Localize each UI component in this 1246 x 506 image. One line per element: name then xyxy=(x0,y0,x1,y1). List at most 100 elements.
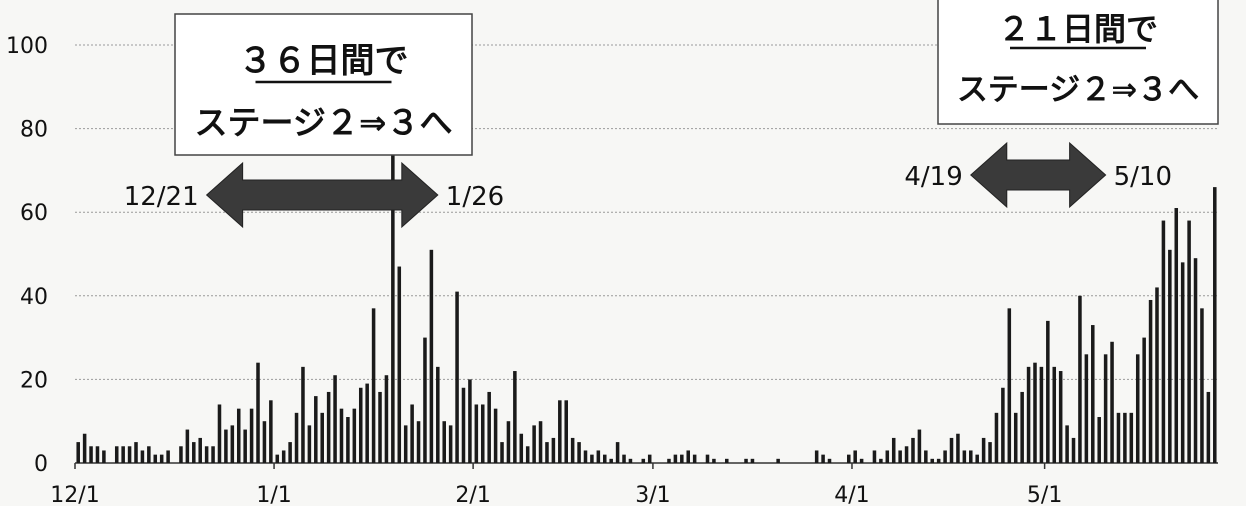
bar-158 xyxy=(1091,325,1095,463)
bar-53 xyxy=(417,421,421,463)
bar-109 xyxy=(776,459,780,463)
bar-31 xyxy=(276,455,280,463)
bar-122 xyxy=(860,459,864,463)
bar-173 xyxy=(1187,221,1191,463)
bar-140 xyxy=(975,455,979,463)
bar-0 xyxy=(76,442,80,463)
bar-101 xyxy=(725,459,729,463)
bar-34 xyxy=(295,413,299,463)
bar-21 xyxy=(211,446,215,463)
bar-171 xyxy=(1174,208,1178,463)
bar-65 xyxy=(494,409,498,463)
bar-162 xyxy=(1117,413,1121,463)
bar-82 xyxy=(603,455,607,463)
bar-135 xyxy=(943,450,947,463)
bar-44 xyxy=(359,388,363,463)
bar-6 xyxy=(115,446,119,463)
bar-17 xyxy=(186,430,190,463)
bar-163 xyxy=(1123,413,1127,463)
bar-104 xyxy=(744,459,748,463)
bar-176 xyxy=(1207,392,1211,463)
bar-68 xyxy=(513,371,517,463)
double-arrow xyxy=(971,143,1106,207)
bar-57 xyxy=(442,421,446,463)
bar-142 xyxy=(988,442,992,463)
bar-170 xyxy=(1168,250,1172,463)
bar-84 xyxy=(616,442,620,463)
bar-145 xyxy=(1008,308,1012,463)
bar-80 xyxy=(590,455,594,463)
bar-117 xyxy=(828,459,832,463)
bar-46 xyxy=(372,308,376,463)
bar-81 xyxy=(597,450,601,463)
y-tick-label-80: 80 xyxy=(20,118,48,143)
bar-32 xyxy=(282,450,286,463)
bar-124 xyxy=(873,450,877,463)
bar-148 xyxy=(1027,367,1031,463)
bar-75 xyxy=(558,400,562,463)
callout-title: ２１日間で xyxy=(998,10,1158,48)
bar-9 xyxy=(134,442,138,463)
bar-160 xyxy=(1104,354,1108,463)
x-tick-label: 2/1 xyxy=(455,483,490,506)
bar-73 xyxy=(545,442,549,463)
bar-172 xyxy=(1181,262,1185,463)
bar-69 xyxy=(520,434,524,463)
bar-161 xyxy=(1110,342,1114,463)
x-tick-label: 5/1 xyxy=(1027,483,1062,506)
bar-134 xyxy=(937,459,941,463)
bar-115 xyxy=(815,450,819,463)
bar-72 xyxy=(539,421,543,463)
bar-61 xyxy=(468,379,472,463)
bar-24 xyxy=(231,425,235,463)
start-date-label: 4/19 xyxy=(904,162,962,192)
bar-129 xyxy=(905,446,909,463)
bar-177 xyxy=(1213,187,1217,463)
bar-25 xyxy=(237,409,241,463)
x-tick-label: 1/1 xyxy=(256,483,291,506)
bar-94 xyxy=(680,455,684,463)
callout-subtitle: ステージ２⇒３へ xyxy=(195,103,453,142)
bar-136 xyxy=(950,438,954,463)
bar-27 xyxy=(250,409,254,463)
bar-10 xyxy=(141,450,145,463)
bar-64 xyxy=(487,392,491,463)
callout-title: ３６日間で xyxy=(239,41,409,81)
bar-125 xyxy=(879,459,883,463)
bar-88 xyxy=(642,459,646,463)
bar-1 xyxy=(83,434,87,463)
bar-121 xyxy=(853,450,857,463)
bar-63 xyxy=(481,404,485,463)
bar-168 xyxy=(1155,287,1159,463)
bar-156 xyxy=(1078,296,1082,463)
bar-98 xyxy=(706,455,710,463)
bar-3 xyxy=(96,446,100,463)
bar-78 xyxy=(577,442,581,463)
bar-14 xyxy=(166,450,170,463)
bar-120 xyxy=(847,455,851,463)
bar-55 xyxy=(430,250,434,463)
bar-166 xyxy=(1142,338,1146,463)
bar-36 xyxy=(308,425,312,463)
bar-43 xyxy=(353,409,357,463)
bar-26 xyxy=(243,430,247,463)
end-date-label: 1/26 xyxy=(446,182,504,212)
bar-138 xyxy=(963,450,967,463)
bar-144 xyxy=(1001,388,1005,463)
bar-130 xyxy=(911,438,915,463)
bar-8 xyxy=(128,446,132,463)
bar-150 xyxy=(1040,367,1044,463)
bar-126 xyxy=(886,450,890,463)
bar-116 xyxy=(821,455,825,463)
double-arrow xyxy=(207,163,438,227)
bar-89 xyxy=(648,455,652,463)
bar-13 xyxy=(160,455,164,463)
y-tick-label-100: 100 xyxy=(6,34,48,59)
x-tick-label: 3/1 xyxy=(635,483,670,506)
bar-139 xyxy=(969,450,973,463)
bar-54 xyxy=(423,338,427,463)
bar-23 xyxy=(224,430,228,463)
bar-51 xyxy=(404,425,408,463)
